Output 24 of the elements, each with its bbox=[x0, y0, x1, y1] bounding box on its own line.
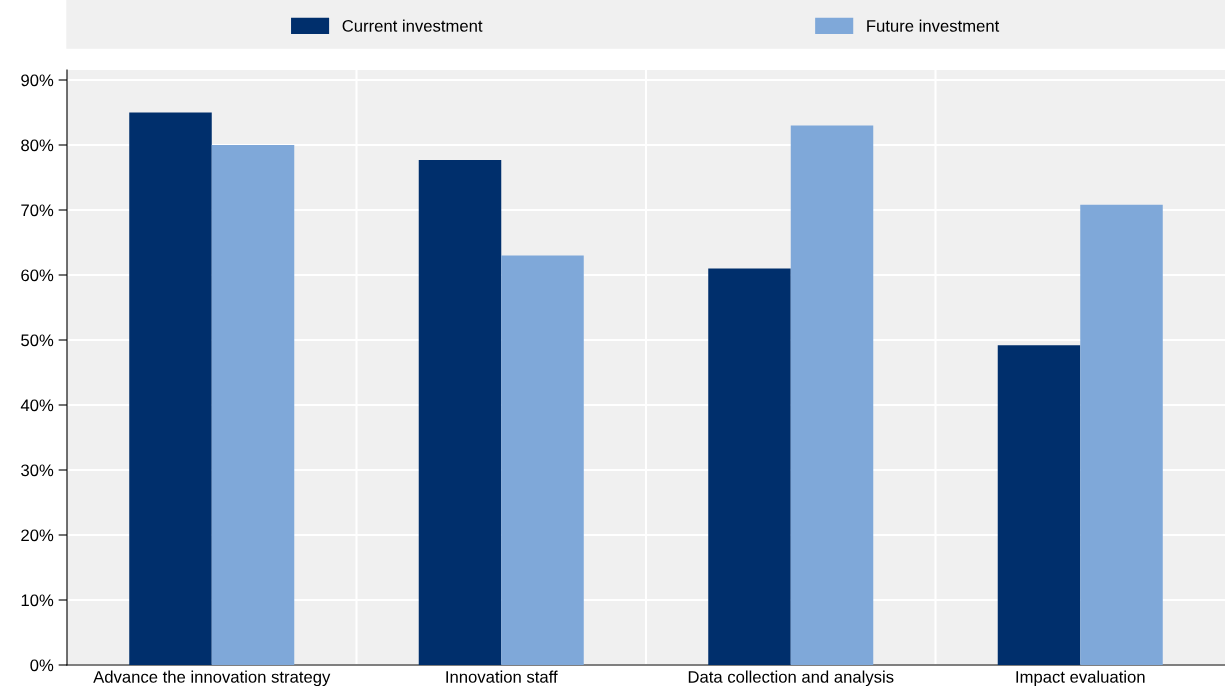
bar bbox=[418, 159, 502, 665]
x-tick-label: Data collection and analysis bbox=[688, 670, 894, 687]
y-tick-label: 10% bbox=[21, 594, 54, 607]
x-tick-label: Impact evaluation bbox=[1016, 670, 1145, 687]
y-tick-label: 0% bbox=[30, 659, 54, 672]
bar bbox=[708, 268, 791, 665]
x-tick-label: Advance the innovation strategy bbox=[93, 670, 331, 687]
y-tick-label: 70% bbox=[21, 204, 54, 217]
bar bbox=[997, 345, 1081, 665]
bar bbox=[501, 255, 584, 665]
y-tick-label: 80% bbox=[21, 139, 54, 152]
y-tick-label: 40% bbox=[20, 399, 54, 412]
y-tick-label: 20% bbox=[21, 529, 54, 542]
bar bbox=[129, 112, 212, 665]
bar bbox=[1080, 204, 1163, 665]
legend-label: Current investment bbox=[342, 19, 483, 32]
y-tick-label: 90% bbox=[21, 74, 54, 87]
legend-label: Future investment bbox=[867, 19, 1000, 32]
y-tick-label: 50% bbox=[21, 334, 54, 347]
bar bbox=[211, 145, 295, 665]
y-tick-label: 60% bbox=[21, 269, 54, 282]
bar bbox=[790, 125, 874, 665]
x-tick-label: Innovation staff bbox=[446, 670, 558, 683]
y-tick-label: 30% bbox=[21, 464, 54, 477]
